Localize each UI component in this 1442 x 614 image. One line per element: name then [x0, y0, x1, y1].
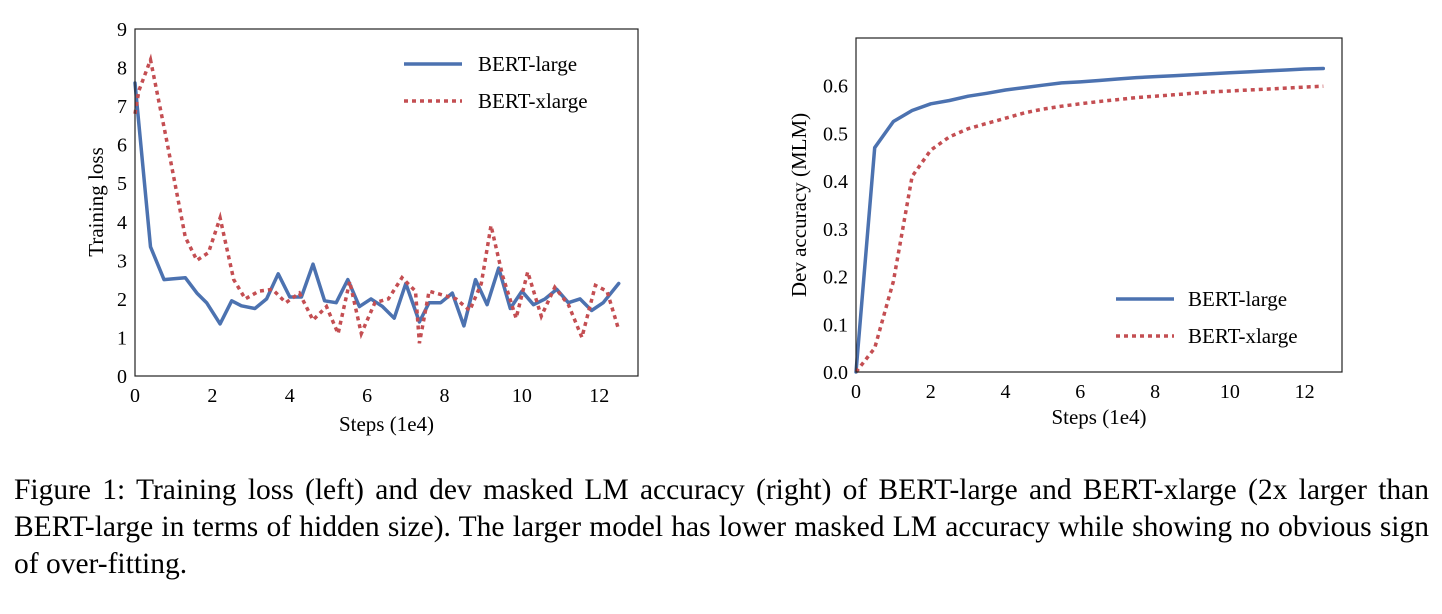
series-line-bert-large	[133, 81, 621, 328]
x-tick-label: 8	[1150, 381, 1160, 403]
y-axis-label: Training loss	[84, 147, 108, 257]
x-tick-label: 12	[589, 385, 609, 407]
plot-frame	[855, 37, 1343, 373]
x-tick-label: 0	[851, 381, 861, 403]
y-tick-label: 0.1	[823, 314, 848, 336]
x-tick-label: 10	[512, 385, 532, 407]
x-tick-label: 2	[926, 381, 936, 403]
legend-label: BERT-large	[1188, 287, 1287, 311]
y-tick-label: 0.4	[823, 171, 848, 193]
legend: BERT-large BERT-xlarge	[1116, 287, 1298, 348]
x-tick-label: 4	[285, 385, 295, 407]
y-tick-label: 9	[117, 19, 127, 41]
legend: BERT-large BERT-xlarge	[404, 52, 588, 113]
x-tick-label: 4	[1001, 381, 1011, 403]
y-tick-label: 0	[117, 366, 127, 388]
legend-label: BERT-xlarge	[1188, 324, 1298, 348]
legend-label: BERT-large	[478, 52, 577, 76]
x-tick-label: 10	[1220, 381, 1240, 403]
y-tick-label: 5	[117, 173, 127, 195]
y-tick-label: 0.0	[823, 362, 848, 384]
figure-caption: Figure 1: Training loss (left) and dev m…	[14, 474, 1429, 580]
y-tick-label: 0.3	[823, 219, 848, 241]
series-line-bert-large	[854, 66, 1326, 374]
y-tick-label: 7	[117, 96, 127, 118]
legend-label: BERT-xlarge	[478, 89, 588, 113]
series-line-bert-xlarge	[133, 53, 621, 344]
y-tick-label: 2	[117, 289, 127, 311]
y-tick-label: 8	[117, 58, 127, 80]
y-tick-label: 4	[117, 212, 127, 234]
x-tick-label: 8	[440, 385, 450, 407]
y-tick-label: 6	[117, 135, 127, 157]
y-tick-label: 1	[117, 327, 127, 349]
plot-frame	[134, 28, 639, 377]
y-tick-label: 3	[117, 250, 127, 272]
y-tick-label: 0.6	[823, 76, 848, 98]
x-axis-label: Steps (1e4)	[339, 412, 434, 436]
y-axis-label: Dev accuracy (MLM)	[787, 113, 811, 297]
series-line-bert-xlarge	[854, 84, 1324, 374]
x-tick-label: 6	[362, 385, 372, 407]
x-tick-label: 2	[207, 385, 217, 407]
x-tick-label: 0	[130, 385, 140, 407]
y-tick-label: 0.2	[823, 267, 848, 289]
dev-accuracy-chart: 0 2 4 6 8 10 12 0.0 0.1 0.2 0.3 0.4 0.5 0.6 Steps (1e4…	[787, 37, 1343, 429]
x-tick-label: 12	[1295, 381, 1315, 403]
y-tick-label: 0.5	[823, 123, 848, 145]
x-tick-label: 6	[1075, 381, 1085, 403]
x-axis-label: Steps (1e4)	[1051, 405, 1146, 429]
